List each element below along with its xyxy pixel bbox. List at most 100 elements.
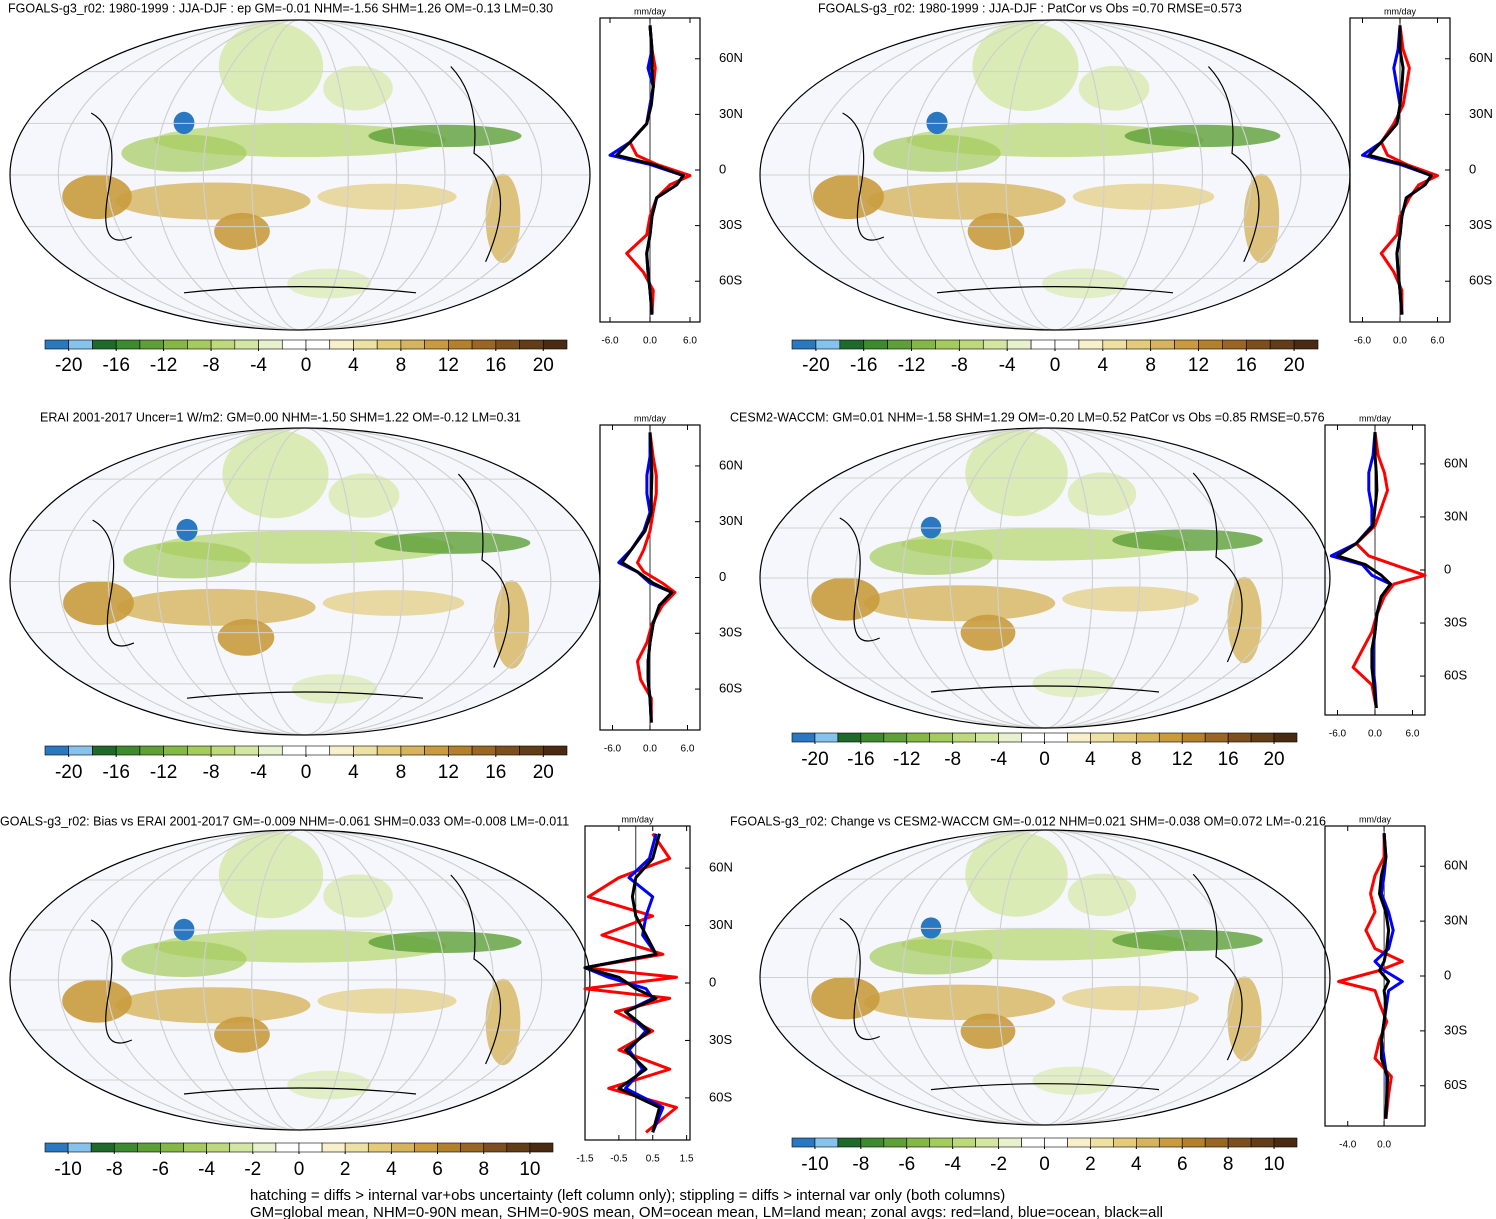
zonal-mean-line: [1378, 833, 1391, 1119]
colorbar-box: [376, 745, 402, 756]
meridian: [251, 830, 349, 1130]
x-tick-label: -6.0: [1329, 729, 1347, 740]
zonal-mean-line: [1329, 431, 1393, 708]
colorbar-tick-label: -12: [150, 355, 177, 376]
colorbar-box: [1250, 732, 1275, 743]
coastline: [183, 1087, 417, 1095]
colorbar-box: [448, 339, 473, 350]
colorbar-box: [44, 745, 70, 756]
precip-anomaly: [222, 429, 329, 519]
y-tick-label: 30S: [1469, 217, 1492, 232]
colorbar-box: [952, 732, 976, 743]
precip-anomaly: [287, 1070, 371, 1100]
precip-anomaly: [873, 134, 1001, 172]
coastline: [839, 517, 880, 642]
colorbar-tick-label: 16: [1218, 749, 1239, 770]
colorbar-box: [542, 745, 568, 756]
colorbar-box: [115, 339, 141, 350]
zonal-mean-line: [1367, 25, 1433, 315]
map: [10, 20, 590, 330]
colorbar-box: [1269, 339, 1295, 350]
meridian: [154, 830, 446, 1130]
colorbar-box: [252, 1142, 277, 1153]
precip-anomaly: [368, 931, 522, 953]
y-tick-label: 30N: [709, 917, 733, 932]
colorbar-box: [206, 1142, 231, 1153]
precip-anomaly: [322, 590, 465, 616]
colorbar-box: [998, 1137, 1022, 1148]
colorbar-box: [344, 1142, 369, 1153]
colorbar-box: [1113, 1137, 1137, 1148]
colorbar-tick-label: -20: [55, 355, 82, 376]
colorbar-tick-label: 4: [1085, 749, 1096, 770]
colorbar-tick-label: 8: [396, 355, 407, 376]
colorbar-box: [1044, 732, 1068, 743]
colorbar-tick-label: 12: [438, 762, 459, 783]
colorbar-tick-label: -4: [999, 355, 1016, 376]
colorbar-box: [791, 1137, 816, 1148]
meridian: [907, 20, 1203, 330]
meridian: [807, 428, 1283, 728]
colorbar-box: [1158, 1137, 1183, 1148]
precip-anomaly: [1032, 1066, 1115, 1095]
colorbar-box: [424, 745, 449, 756]
colorbar-tick-label: -8: [106, 1159, 123, 1180]
panel-title: GOALS-g3_r02: Bias vs ERAI 2001-2017 GM=…: [0, 814, 569, 828]
precip-anomaly: [869, 939, 993, 975]
meridian: [206, 428, 404, 735]
colorbar-box: [163, 745, 188, 756]
precip-anomaly: [965, 429, 1068, 517]
colorbar-tick-label: -12: [150, 762, 177, 783]
x-tick-label: 0.0: [1368, 729, 1382, 740]
precip-anomaly: [960, 1013, 1016, 1049]
colorbar-tick-label: 8: [1145, 355, 1156, 376]
coastline: [183, 286, 417, 294]
colorbar-box: [234, 339, 259, 350]
colorbar-box: [935, 339, 960, 350]
precip-anomaly: [972, 21, 1079, 112]
y-tick-label: 0: [1444, 967, 1451, 982]
colorbar-tick-label: -2: [244, 1159, 261, 1180]
colorbar-tick-label: -20: [802, 355, 829, 376]
precip-anomaly: [317, 183, 457, 210]
meridian: [154, 20, 446, 330]
zonal-mean-line: [625, 25, 692, 315]
colorbar-box: [1293, 339, 1319, 350]
precip-anomaly: [287, 268, 371, 299]
zonal-mean-line: [583, 833, 661, 1133]
precip-anomaly: [869, 539, 993, 575]
precip-anomaly: [1062, 985, 1199, 1011]
colorbar-tick-label: 10: [1263, 1154, 1284, 1175]
coastline: [186, 691, 424, 699]
precip-anomaly: [811, 976, 880, 1020]
colorbar-box: [460, 1142, 485, 1153]
colorbar-box: [519, 745, 544, 756]
colorbar-box: [815, 339, 841, 350]
y-tick-label: 30N: [1444, 913, 1468, 928]
colorbar-box: [837, 1137, 862, 1148]
map-outline: [759, 427, 1331, 729]
coastline: [1207, 66, 1260, 263]
coastline: [90, 112, 133, 241]
x-tick-label: 1.5: [680, 1154, 694, 1165]
colorbar-box: [495, 339, 520, 350]
colorbar-box: [353, 339, 378, 350]
precip-anomaly: [1062, 586, 1199, 612]
panel-title: FGOALS-g3_r02: 1980-1999 : JJA-DJF : Pat…: [818, 1, 1242, 15]
zonal-mean-line: [583, 833, 665, 1133]
colorbar-box: [163, 339, 188, 350]
colorbar-tick-label: -10: [54, 1159, 81, 1180]
colorbar-box: [1126, 339, 1151, 350]
footnote: hatching = diffs > internal var+obs unce…: [250, 1187, 1005, 1204]
colorbar-tick-label: -16: [847, 749, 874, 770]
colorbar-tick-label: 6: [432, 1159, 443, 1180]
x-axis-label: mm/day: [1359, 413, 1392, 423]
y-tick-label: 60S: [1444, 1077, 1467, 1092]
colorbar-box: [137, 1142, 161, 1153]
colorbar-tick-label: 12: [1188, 355, 1209, 376]
colorbar-box: [1174, 339, 1199, 350]
colorbar-box: [92, 339, 117, 350]
colorbar-tick-label: -8: [951, 355, 968, 376]
colorbar-tick-label: 8: [478, 1159, 489, 1180]
colorbar-tick-label: 20: [533, 762, 554, 783]
